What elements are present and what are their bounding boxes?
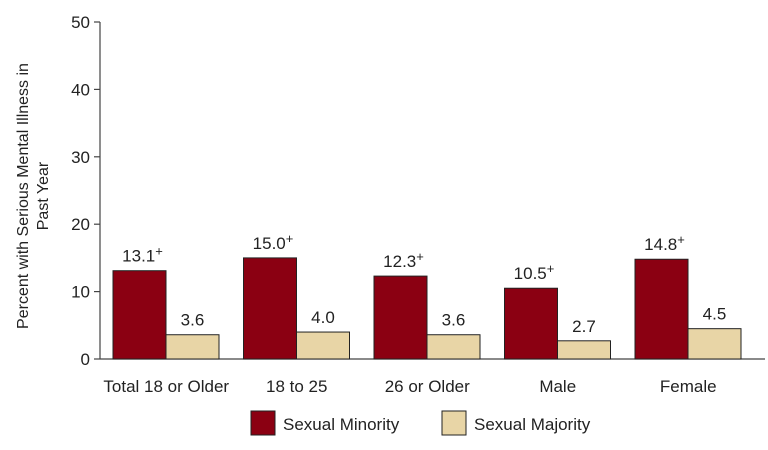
bar bbox=[634, 258, 689, 360]
legend-swatch bbox=[250, 410, 276, 436]
bar bbox=[504, 287, 558, 360]
y-tick-label: 10 bbox=[71, 283, 90, 302]
y-axis-label: Percent with Serious Mental Illness in Pa… bbox=[15, 63, 52, 329]
data-label: 13.1+ bbox=[122, 244, 163, 266]
bar bbox=[373, 275, 428, 360]
data-label: 10.5+ bbox=[514, 261, 555, 283]
x-axis: Total 18 or Older 18 to 25 26 or Older Male… bbox=[100, 358, 765, 396]
data-label: 3.6 bbox=[181, 311, 205, 330]
data-label: 2.7 bbox=[572, 317, 596, 336]
bar bbox=[165, 334, 220, 360]
bar bbox=[557, 340, 611, 360]
x-tick-label: Male bbox=[539, 377, 576, 396]
y-tick-label: 20 bbox=[71, 215, 90, 234]
legend: Sexual Minority Sexual Majority bbox=[250, 410, 591, 436]
legend-item: Sexual Minority bbox=[250, 410, 400, 436]
y-tick-label: 0 bbox=[81, 350, 90, 369]
bar bbox=[296, 331, 350, 360]
x-tick-label: Total 18 or Older bbox=[103, 377, 229, 396]
y-tick-label: 50 bbox=[71, 13, 90, 32]
data-label: 14.8+ bbox=[644, 232, 685, 254]
x-tick-label: 18 to 25 bbox=[266, 377, 327, 396]
data-label: 3.6 bbox=[442, 311, 466, 330]
legend-swatch bbox=[441, 410, 467, 436]
y-tick-label: 30 bbox=[71, 148, 90, 167]
y-axis-title: Percent with Serious Mental Illness in Pa… bbox=[15, 63, 52, 329]
x-tick-label: Female bbox=[660, 377, 717, 396]
legend-item: Sexual Majority bbox=[441, 410, 591, 436]
x-tick-label: 26 or Older bbox=[385, 377, 470, 396]
data-label: 12.3+ bbox=[383, 249, 424, 271]
bars: 13.1+ 3.6 15.0+ 4.0 12.3+ 3.6 10.5+ 2.7 14.8+ 4.5 bbox=[112, 231, 742, 360]
legend-label: Sexual Minority bbox=[283, 415, 400, 434]
y-tick-label: 40 bbox=[71, 80, 90, 99]
data-label: 4.5 bbox=[703, 305, 727, 324]
legend-label: Sexual Majority bbox=[474, 415, 591, 434]
data-label: 4.0 bbox=[311, 308, 335, 327]
y-axis: 0 10 20 30 40 50 bbox=[71, 13, 101, 369]
bar bbox=[687, 328, 742, 360]
data-label: 15.0+ bbox=[253, 231, 294, 253]
bar bbox=[112, 270, 167, 360]
bar bbox=[426, 334, 481, 360]
bar bbox=[243, 257, 297, 360]
